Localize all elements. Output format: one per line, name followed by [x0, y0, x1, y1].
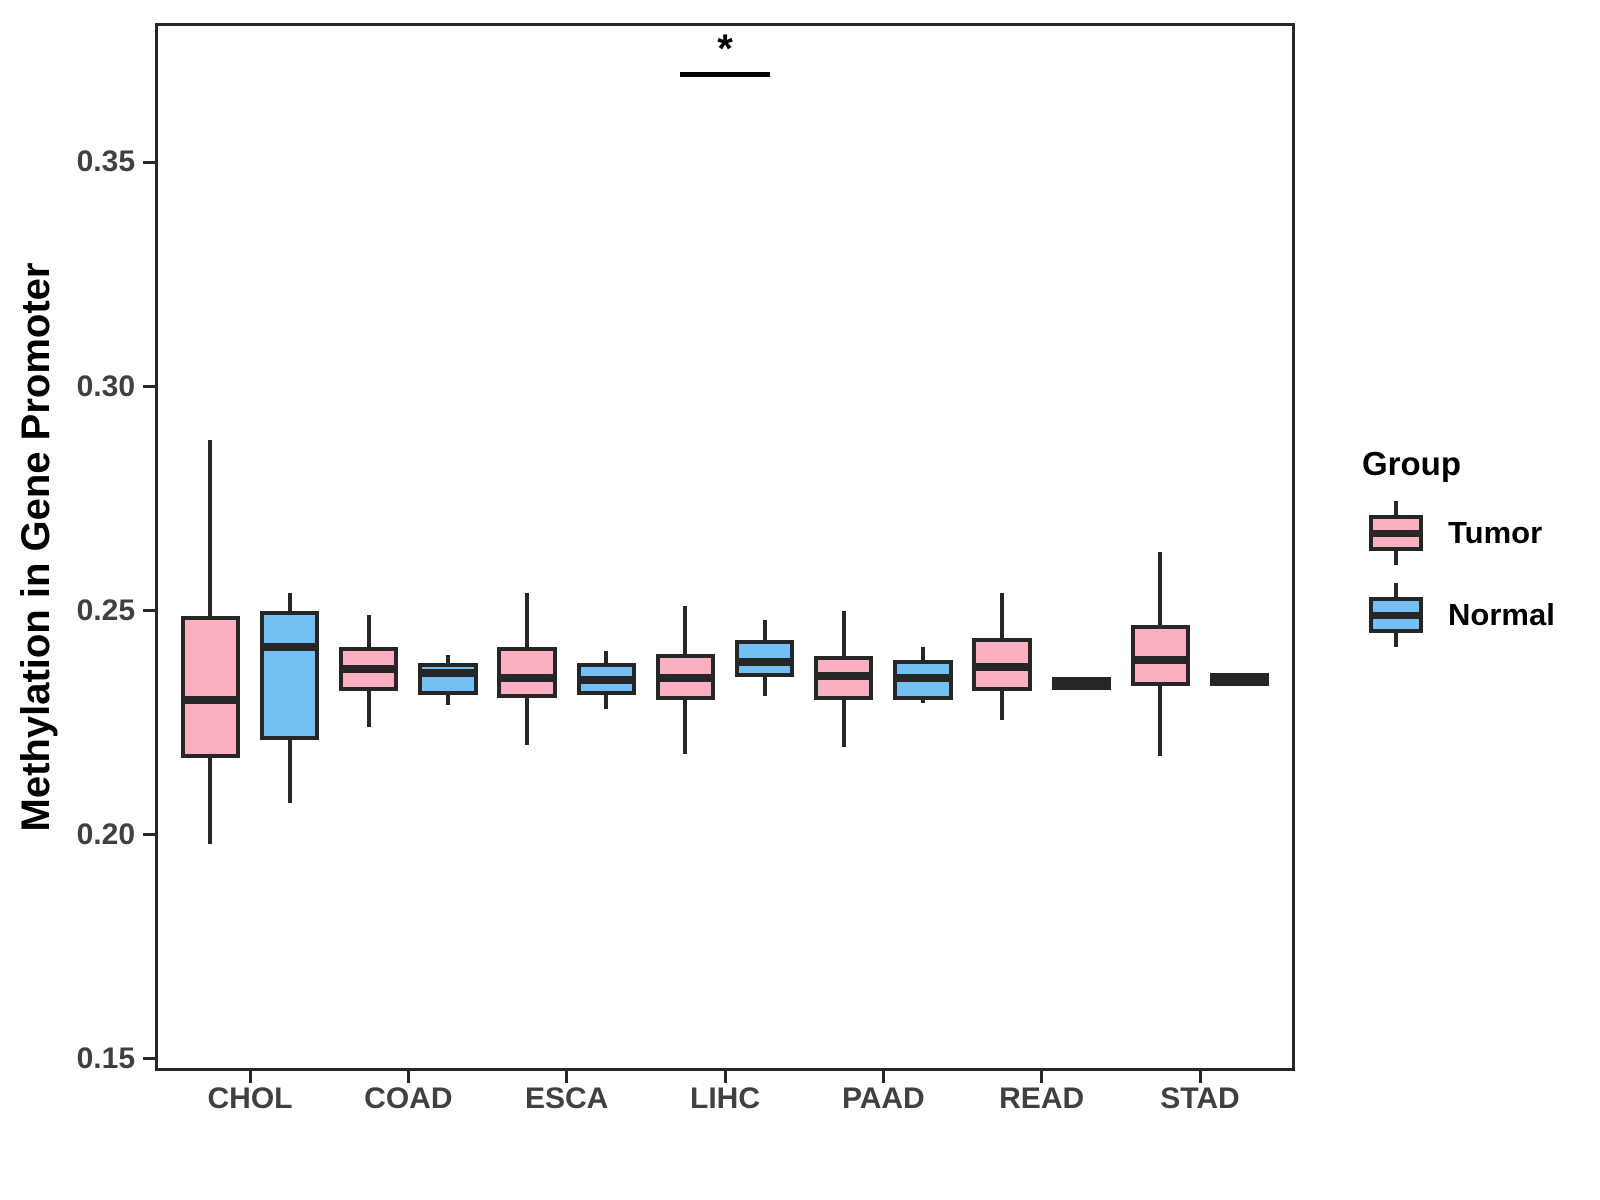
tumor-boxplot-key-icon — [1368, 501, 1424, 565]
x-tick-label: STAD — [1160, 1082, 1240, 1115]
boxplot-COAD-Normal-lower-whisker — [445, 691, 450, 705]
y-tick-mark — [143, 385, 155, 389]
boxplot-READ-Tumor-lower-whisker — [1000, 686, 1005, 721]
x-tick-label: LIHC — [690, 1082, 760, 1115]
boxplot-ESCA-Normal-lower-whisker — [604, 691, 609, 710]
x-tick-mark — [248, 1071, 252, 1083]
x-tick-label: COAD — [364, 1082, 453, 1115]
boxplot-COAD-Tumor-upper-whisker — [366, 615, 371, 651]
legend-label-tumor: Tumor — [1448, 515, 1543, 550]
legend-entry-tumor: Tumor — [1368, 501, 1555, 565]
legend: Group Tumor Normal — [1340, 445, 1555, 647]
x-tick-label: PAAD — [841, 1082, 925, 1115]
boxplot-CHOL-Normal-median — [259, 642, 320, 651]
boxplot-STAD-Tumor-upper-whisker — [1158, 552, 1163, 629]
x-tick-mark — [1198, 1071, 1202, 1083]
key-median-line — [1369, 530, 1423, 537]
y-tick-label: 0.30 — [76, 369, 135, 403]
boxplot-ESCA-Tumor-upper-whisker — [525, 592, 530, 651]
boxplot-LIHC-Normal-median — [734, 658, 795, 667]
boxplot-LIHC-Normal-upper-whisker — [762, 619, 767, 645]
x-tick-label: CHOL — [207, 1082, 293, 1115]
boxplot-STAD-Tumor-median — [1130, 655, 1191, 664]
boxplot-COAD-Normal-box — [418, 662, 478, 696]
boxplot-ESCA-Normal-upper-whisker — [604, 650, 609, 667]
boxplot-STAD-Normal-median — [1209, 675, 1270, 684]
legend-title: Group — [1362, 445, 1461, 482]
boxplot-READ-Normal-median — [1051, 679, 1111, 688]
y-tick-label: 0.35 — [76, 145, 135, 179]
boxplot-ESCA-Tumor-lower-whisker — [525, 693, 530, 746]
normal-boxplot-key-icon — [1368, 583, 1424, 647]
boxplot-COAD-Normal-median — [418, 669, 478, 678]
y-tick-label: 0.20 — [76, 817, 135, 851]
boxplot-CHOL-Tumor-box — [180, 615, 241, 759]
boxplot-STAD-Tumor-lower-whisker — [1158, 682, 1163, 757]
significance-star: * — [717, 26, 733, 71]
y-tick-label: 0.25 — [76, 593, 135, 627]
boxplot-COAD-Normal-upper-whisker — [445, 655, 450, 667]
x-tick-label: ESCA — [524, 1082, 609, 1115]
x-tick-mark — [565, 1071, 569, 1083]
y-tick-label: 0.15 — [76, 1041, 135, 1075]
boxplot-CHOL-Normal-upper-whisker — [287, 592, 292, 616]
legend-label-normal: Normal — [1448, 597, 1555, 632]
y-tick-mark — [143, 1057, 155, 1061]
boxplot-COAD-Tumor-median — [339, 664, 399, 673]
boxplot-CHOL-Normal-box — [259, 611, 320, 741]
boxplot-COAD-Tumor-lower-whisker — [366, 686, 371, 728]
x-tick-mark — [1040, 1071, 1044, 1083]
x-tick-mark — [406, 1071, 410, 1083]
boxplot-READ-Tumor-upper-whisker — [1000, 592, 1005, 643]
boxplot-PAAD-Normal-median — [893, 673, 953, 682]
y-tick-mark — [143, 160, 155, 164]
boxplot-ESCA-Tumor-median — [497, 673, 557, 682]
boxplot-READ-Tumor-median — [972, 662, 1032, 671]
boxplot-CHOL-Tumor-upper-whisker — [208, 440, 213, 620]
boxplot-CHOL-Normal-lower-whisker — [287, 736, 292, 804]
boxplot-CHOL-Tumor-lower-whisker — [208, 754, 213, 844]
legend-entry-normal: Normal — [1368, 583, 1555, 647]
boxplot-ESCA-Normal-median — [576, 676, 636, 685]
boxplot-ESCA-Tumor-box — [497, 646, 557, 698]
x-tick-label: READ — [999, 1082, 1085, 1115]
boxplot-STAD-Tumor-box — [1130, 624, 1191, 687]
significance-bracket — [679, 72, 771, 78]
boxplot-LIHC-Normal-lower-whisker — [762, 673, 767, 696]
key-median-line — [1369, 612, 1423, 619]
boxplot-LIHC-Tumor-upper-whisker — [683, 606, 688, 658]
boxplot-LIHC-Tumor-median — [655, 673, 716, 682]
boxplot-PAAD-Tumor-median — [814, 671, 874, 680]
x-tick-mark — [881, 1071, 885, 1083]
boxplot-PAAD-Normal-upper-whisker — [920, 646, 925, 665]
boxplot-CHOL-Tumor-median — [180, 696, 241, 705]
x-tick-mark — [723, 1071, 727, 1083]
y-tick-mark — [143, 609, 155, 613]
y-tick-mark — [143, 833, 155, 837]
boxplot-LIHC-Tumor-lower-whisker — [683, 695, 688, 755]
boxplot-PAAD-Tumor-lower-whisker — [841, 695, 846, 748]
boxplot-PAAD-Tumor-upper-whisker — [841, 610, 846, 660]
plot-panel — [155, 23, 1295, 1071]
